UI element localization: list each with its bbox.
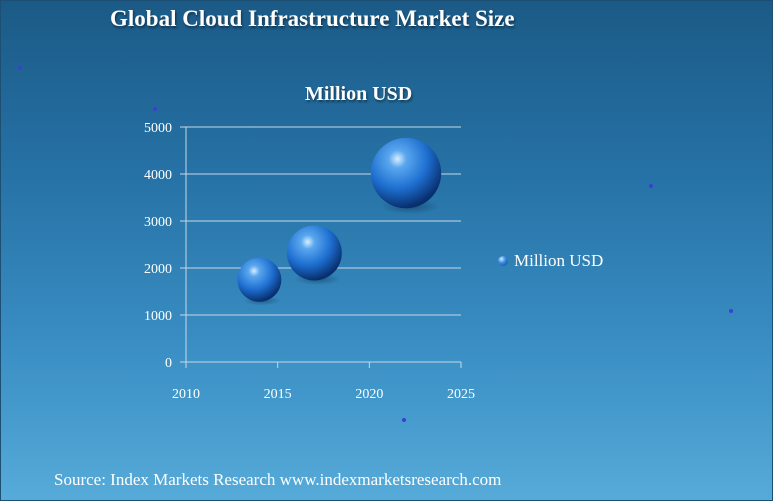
legend-label: Million USD	[514, 251, 604, 270]
x-tick-label: 2015	[264, 387, 292, 402]
decor-dot	[649, 184, 653, 188]
y-tick-label: 3000	[144, 215, 172, 230]
decor-dot	[18, 66, 22, 70]
bubble-point	[286, 225, 342, 281]
y-tick-label: 5000	[144, 121, 172, 136]
chart-title: Million USD	[305, 83, 413, 105]
source-caption: Source: Index Markets Research www.index…	[54, 470, 502, 489]
page-title: Global Cloud Infrastructure Market Size	[110, 6, 515, 31]
decor-dot	[153, 107, 157, 111]
y-tick-label: 1000	[144, 309, 172, 324]
x-tick-label: 2025	[447, 387, 475, 402]
decor-dot	[402, 418, 406, 422]
bubble-point	[237, 257, 282, 302]
y-tick-label: 2000	[144, 262, 172, 277]
bubble-point	[370, 137, 442, 209]
x-tick-label: 2020	[355, 387, 383, 402]
y-tick-label: 4000	[144, 168, 172, 183]
decor-dot	[729, 309, 733, 313]
y-tick-label: 0	[165, 356, 172, 371]
chart-legend: Million USD	[498, 251, 603, 271]
legend-marker	[498, 256, 508, 266]
x-tick-label: 2010	[172, 387, 200, 402]
